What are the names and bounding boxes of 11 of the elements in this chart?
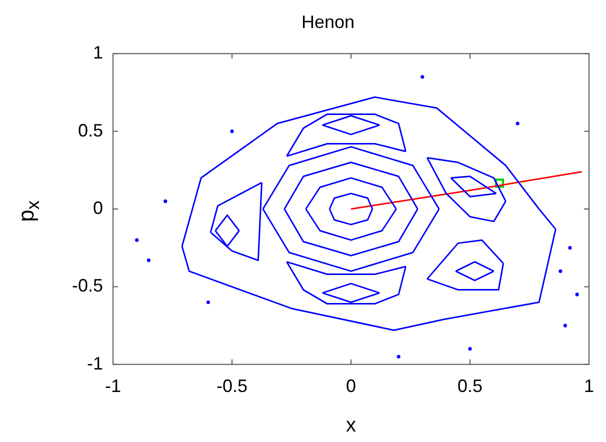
- chart-title: Henon: [301, 12, 355, 32]
- x-tick-label: 1: [584, 376, 594, 396]
- x-tick-label: 0.5: [457, 376, 483, 396]
- y-tick-label: -1: [87, 353, 104, 374]
- y-tick-label: 0.5: [78, 120, 104, 140]
- x-tick-label: -0.5: [216, 376, 248, 396]
- y-tick-label: 0: [93, 198, 104, 218]
- x-tick-label: 0: [346, 376, 356, 396]
- y-tick-label: 1: [93, 42, 104, 63]
- x-axis-title: x: [346, 414, 356, 437]
- y-tick-label: -0.5: [72, 276, 104, 296]
